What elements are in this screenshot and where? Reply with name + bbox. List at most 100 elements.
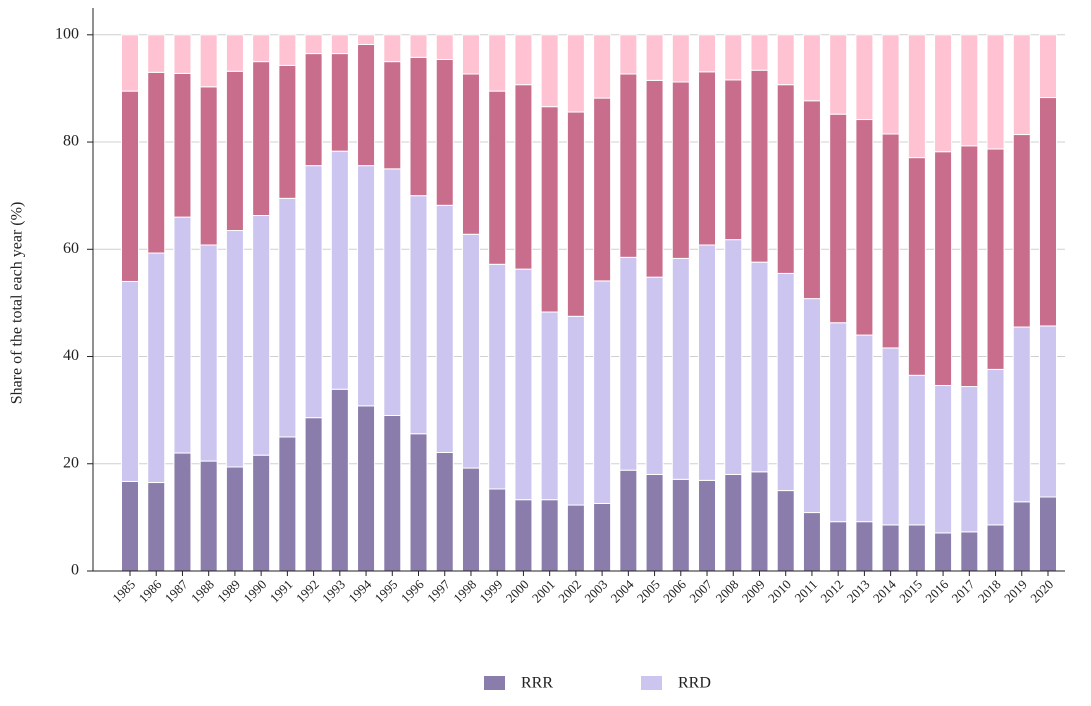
y-tick-label: 20 (63, 454, 79, 471)
x-tick-label: 1997 (424, 576, 453, 605)
bar-segment (986, 148, 1005, 370)
bar-segment (724, 34, 743, 81)
y-tick-label: 100 (55, 25, 79, 42)
bar-segment (304, 165, 323, 419)
bar-segment (934, 384, 953, 534)
bar-segment (645, 34, 664, 81)
bar-segment (776, 84, 795, 274)
legend-swatch (484, 676, 505, 690)
x-tick-label: 2006 (660, 576, 689, 605)
bar-segment (750, 471, 769, 572)
legend-label: RRD (678, 675, 711, 692)
bar-segment (199, 244, 218, 462)
bar-segment (829, 113, 848, 324)
x-tick-label: 2019 (1001, 577, 1030, 606)
x-tick-label: 1999 (476, 577, 505, 606)
x-tick-label: 2009 (739, 577, 768, 606)
x-tick-label: 2000 (503, 577, 532, 606)
x-tick-label: 1998 (450, 577, 479, 606)
bar-segment (199, 34, 218, 88)
bar-segment (776, 272, 795, 492)
bar-segment (461, 73, 480, 235)
bar-segment (698, 34, 717, 73)
bar-segment (383, 34, 402, 63)
bar-segment (383, 61, 402, 170)
bar-segment (881, 347, 900, 526)
bar-segment (671, 257, 690, 480)
bar-segment (724, 473, 743, 572)
bar-segment (304, 53, 323, 167)
bar-segment (566, 34, 585, 113)
bar-segment (1039, 97, 1057, 327)
bar-segment (855, 521, 874, 572)
bar-segment (252, 34, 271, 63)
bar-segment (960, 531, 979, 572)
bar-segment (855, 334, 874, 523)
bar-segment (802, 512, 821, 572)
bar-segment (409, 56, 428, 197)
bar-segment (330, 34, 349, 55)
bar-segment (225, 230, 244, 468)
bar-segment (357, 405, 376, 572)
bar-segment (330, 388, 349, 572)
x-tick-label: 2017 (949, 576, 978, 605)
y-tick-label: 40 (63, 347, 79, 364)
bar-segment (829, 322, 848, 523)
bar-segment (173, 216, 192, 454)
x-tick-label: 2015 (896, 577, 925, 606)
bar-segment (698, 244, 717, 481)
bar-segment (645, 276, 664, 475)
x-tick-label: 2011 (792, 577, 821, 606)
bar-segment (881, 133, 900, 349)
bar-segment (147, 34, 166, 73)
bar-segment (566, 504, 585, 572)
bar-segment (147, 71, 166, 254)
bar-segment (435, 204, 454, 454)
bar-segment (960, 34, 979, 147)
y-tick-label: 0 (71, 562, 79, 579)
x-tick-label: 1992 (293, 577, 322, 606)
bar-segment (330, 53, 349, 152)
bar-segment (461, 233, 480, 469)
x-tick-label: 2008 (712, 577, 741, 606)
bar-segment (698, 479, 717, 572)
x-tick-label: 2010 (765, 577, 794, 606)
bar-segment (724, 239, 743, 475)
x-tick-label: 2016 (922, 576, 951, 605)
bar-segment (409, 195, 428, 435)
bar-segment (960, 386, 979, 533)
bar-segment (1039, 496, 1057, 572)
x-tick-label: 2005 (634, 577, 663, 606)
bar-segment (698, 71, 717, 246)
bar-segment (619, 469, 638, 572)
bar-segment (488, 34, 507, 92)
bar-segment (514, 499, 533, 572)
x-tick-label: 1994 (345, 576, 374, 605)
x-tick-label: 2002 (555, 577, 584, 606)
bar-segment (750, 69, 769, 263)
bar-segment (986, 524, 1005, 572)
bar-segment (934, 532, 953, 572)
bar-segment (121, 34, 139, 92)
x-tick-label: 2014 (870, 576, 899, 605)
bar-segment (147, 252, 166, 484)
bar-segment (1012, 134, 1031, 328)
bar-segment (383, 168, 402, 417)
bar-segment (461, 34, 480, 75)
bar-segment (278, 436, 297, 572)
x-tick-label: 2013 (844, 577, 873, 606)
bar-segment (802, 100, 821, 300)
bar-segment (278, 34, 297, 66)
bar-segment (383, 415, 402, 572)
bar-segment (934, 34, 953, 153)
bar-segment (829, 521, 848, 572)
bar-segment (986, 368, 1005, 526)
bar-segment (671, 478, 690, 572)
bar-segment (829, 34, 848, 115)
x-tick-label: 2020 (1027, 577, 1056, 606)
bar-segment (278, 197, 297, 438)
bar-segment (121, 280, 139, 482)
bar-segment (173, 72, 192, 218)
bar-segment (645, 473, 664, 572)
x-tick-label: 2001 (529, 577, 558, 606)
